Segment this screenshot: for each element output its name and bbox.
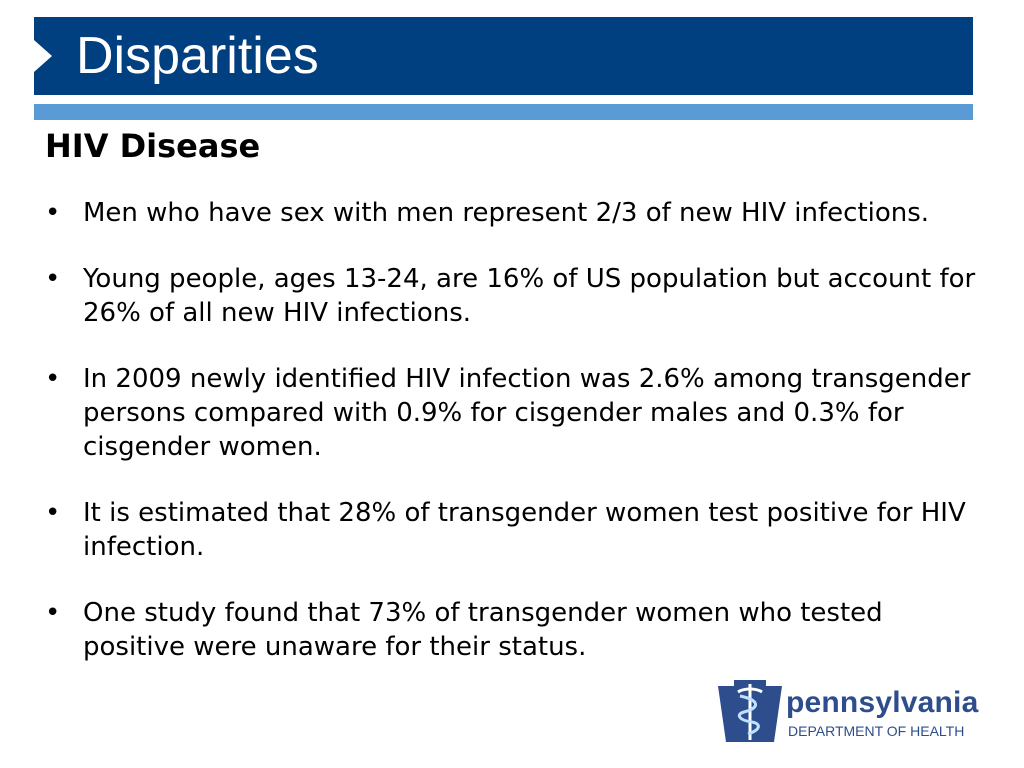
keystone-caduceus-icon (718, 680, 782, 742)
bullet-marker: • (45, 264, 61, 294)
bullet-marker: • (45, 198, 61, 228)
bullet-item: • Young people, ages 13-24, are 16% of US… (45, 262, 985, 330)
bullet-item: • In 2009 newly identified HIV infection … (45, 362, 985, 464)
bullet-text: One study found that 73% of transgender … (83, 598, 883, 662)
slide-title: Disparities (76, 27, 319, 85)
accent-bar (34, 104, 973, 120)
bullet-marker: • (45, 364, 61, 394)
bullet-marker: • (45, 498, 61, 528)
bullet-text: It is estimated that 28% of transgender … (83, 498, 966, 562)
logo-department: DEPARTMENT OF HEALTH (788, 723, 965, 739)
bullet-item: • Men who have sex with men represent 2/3… (45, 196, 985, 230)
slide-subtitle: HIV Disease (45, 127, 261, 165)
bullet-list: • Men who have sex with men represent 2/3… (45, 196, 985, 696)
title-bar (34, 17, 973, 95)
bullet-marker: • (45, 598, 61, 628)
bullet-item: • One study found that 73% of transgender… (45, 596, 985, 664)
bullet-item: • It is estimated that 28% of transgender… (45, 496, 985, 564)
logo-wordmark: pennsylvania (786, 686, 979, 719)
bullet-text: Men who have sex with men represent 2/3 … (83, 198, 930, 228)
bullet-text: In 2009 newly identified HIV infection w… (83, 364, 971, 462)
title-notch-decoration (34, 40, 52, 72)
bullet-text: Young people, ages 13-24, are 16% of US … (83, 264, 976, 328)
